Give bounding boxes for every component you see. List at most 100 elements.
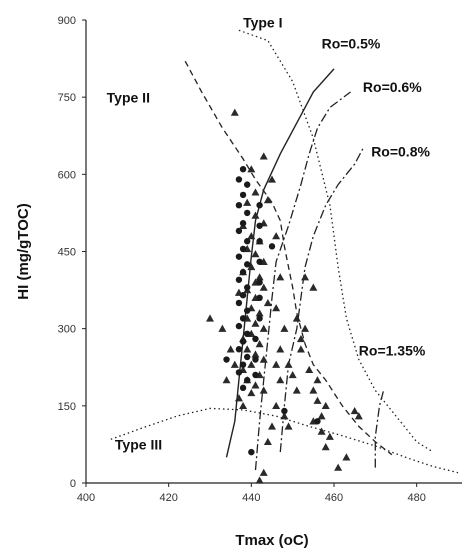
triangle-point xyxy=(263,437,272,446)
curve-ro-1-35 xyxy=(374,390,385,468)
x-tick-label: 420 xyxy=(159,492,177,504)
triangle-point xyxy=(255,476,264,484)
label-type-ii: Type II xyxy=(107,89,150,105)
x-tick-label: 440 xyxy=(242,492,260,504)
curve-type-iii xyxy=(110,407,459,474)
triangle-point xyxy=(321,442,330,451)
circle-point xyxy=(256,202,263,209)
y-tick-label: 900 xyxy=(58,15,76,27)
triangle-point xyxy=(272,304,281,312)
triangle-point xyxy=(230,108,239,116)
circle-point xyxy=(256,315,263,322)
triangle-point xyxy=(259,283,268,291)
circle-point xyxy=(244,181,251,188)
triangle-point xyxy=(263,196,272,204)
triangle-point xyxy=(255,340,264,348)
triangle-point xyxy=(280,324,289,332)
circle-point xyxy=(256,294,263,301)
triangle-point xyxy=(268,422,276,430)
x-tick-label: 400 xyxy=(77,492,95,504)
y-tick-label: 450 xyxy=(58,247,76,259)
label-type-i: Type I xyxy=(243,15,282,31)
y-tick-label: 150 xyxy=(58,401,76,413)
triangle-point xyxy=(259,324,268,332)
circle-point xyxy=(252,356,259,363)
triangle-point xyxy=(342,453,351,461)
curve-ro-0-6 xyxy=(254,91,351,471)
circle-point xyxy=(244,261,251,268)
triangle-point xyxy=(259,468,268,476)
axes: 400 420 440 460 480 0 150 300 450 600 750 900 xyxy=(58,15,462,504)
triangle-point xyxy=(239,401,248,410)
label-ro-0-5: Ro=0.5% xyxy=(322,35,381,51)
triangle-point xyxy=(268,175,276,183)
triangle-point xyxy=(218,324,227,332)
y-tick-label: 600 xyxy=(58,169,76,181)
x-axis-title: Tmax (oC) xyxy=(235,532,308,549)
circle-point xyxy=(235,322,243,330)
triangle-point xyxy=(272,360,281,368)
circle-point xyxy=(244,238,251,245)
circle-point xyxy=(244,376,251,384)
triangle-point xyxy=(226,345,235,353)
triangle-point xyxy=(222,376,231,384)
circle-point xyxy=(235,369,243,376)
triangle-point xyxy=(276,345,285,353)
circle-point xyxy=(268,243,276,250)
circle-point xyxy=(256,238,263,245)
triangle-point xyxy=(296,345,305,353)
triangle-point xyxy=(255,309,264,317)
circle-point xyxy=(239,220,247,227)
circle-point xyxy=(239,165,247,173)
circle-point xyxy=(239,292,247,299)
circle-point xyxy=(223,356,230,363)
triangle-point xyxy=(251,250,260,258)
y-tick-label: 750 xyxy=(58,92,76,104)
label-ro-0-8: Ro=0.8% xyxy=(371,143,430,159)
circle-point xyxy=(244,330,251,338)
triangle-point xyxy=(313,376,322,384)
triangle-point xyxy=(247,232,256,240)
circle-point xyxy=(244,209,251,217)
triangle-point xyxy=(247,388,256,397)
triangle-point xyxy=(296,334,305,343)
curves xyxy=(110,29,459,474)
circle-point xyxy=(239,315,247,322)
triangle-point xyxy=(206,314,214,322)
label-ro-0-6: Ro=0.6% xyxy=(363,79,422,95)
triangle-point xyxy=(247,165,256,173)
triangle-point xyxy=(230,360,239,368)
circle-point xyxy=(239,191,247,199)
triangle-point xyxy=(334,463,343,471)
triangle-point xyxy=(247,262,256,271)
triangle-point xyxy=(309,386,318,394)
triangle-point xyxy=(259,355,268,363)
triangle-point xyxy=(284,360,293,368)
triangle-point xyxy=(305,365,314,374)
triangle-point xyxy=(272,401,281,410)
triangle-point xyxy=(280,412,289,420)
label-type-iii: Type III xyxy=(115,437,162,453)
triangle-point xyxy=(243,198,252,206)
label-ro-1-35: Ro=1.35% xyxy=(359,342,426,358)
circle-point xyxy=(248,448,255,456)
triangle-point xyxy=(288,370,297,379)
triangle-point xyxy=(251,188,260,196)
circle-point xyxy=(235,176,243,183)
circle-point xyxy=(252,335,259,343)
triangle-point xyxy=(301,324,310,332)
circle-point xyxy=(256,222,263,229)
circle-point xyxy=(239,338,247,345)
triangle-point xyxy=(354,412,363,420)
triangle-point xyxy=(255,273,264,281)
circle-point xyxy=(244,284,251,291)
triangle-point xyxy=(234,394,243,402)
data-points xyxy=(206,108,363,484)
y-axis-title: HI (mg/gTOC) xyxy=(15,203,32,299)
triangle-point xyxy=(251,319,260,327)
triangle-point xyxy=(276,273,285,281)
triangle-point xyxy=(292,314,301,322)
circle-point xyxy=(281,407,288,415)
triangle-point xyxy=(247,360,256,368)
